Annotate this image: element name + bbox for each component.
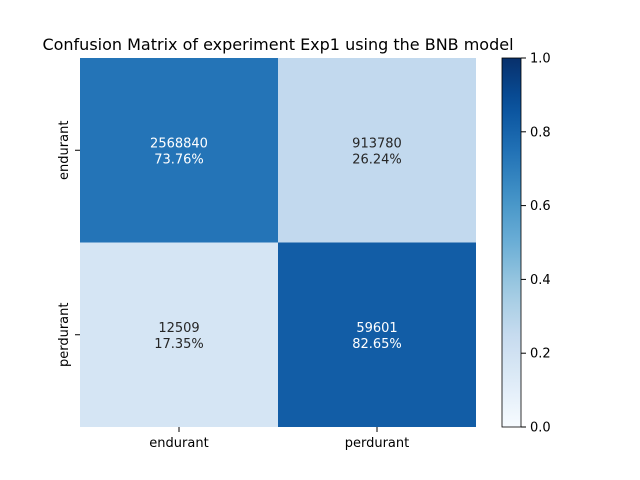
y-axis: endurant perdurant xyxy=(57,121,80,367)
cell-count-label-0-1: 913780 xyxy=(352,136,402,151)
cell-percent-label-0-0: 73.76% xyxy=(154,152,204,167)
chart-title: Confusion Matrix of experiment Exp1 usin… xyxy=(42,35,513,54)
y-tick-label-endurant: endurant xyxy=(57,121,72,180)
heatmap-cell-1-0 xyxy=(80,242,278,427)
heatmap-cells xyxy=(80,58,476,427)
x-tick-label-endurant: endurant xyxy=(149,436,208,451)
cell-percent-label-0-1: 26.24% xyxy=(352,152,402,167)
heatmap-cell-0-0 xyxy=(80,58,278,243)
colorbar-tick-label: 0.2 xyxy=(530,347,551,362)
x-axis: endurant perdurant xyxy=(149,427,409,451)
cell-percent-label-1-0: 17.35% xyxy=(154,337,204,352)
cell-count-label-1-1: 59601 xyxy=(356,321,397,336)
colorbar-tick-label: 0.0 xyxy=(530,421,551,436)
colorbar: 0.0 0.2 0.4 0.6 0.8 1.0 xyxy=(501,52,551,436)
y-tick-label-perdurant: perdurant xyxy=(57,302,72,367)
colorbar-gradient xyxy=(502,58,521,427)
colorbar-tick-label: 1.0 xyxy=(530,52,551,67)
colorbar-outline xyxy=(501,57,522,428)
colorbar-tick-label: 0.8 xyxy=(530,125,551,140)
cell-percent-label-1-1: 82.65% xyxy=(352,337,402,352)
x-tick-label-perdurant: perdurant xyxy=(345,436,410,451)
cell-count-label-1-0: 12509 xyxy=(158,321,199,336)
heatmap-cell-0-1 xyxy=(278,58,476,243)
heatmap-cell-1-1 xyxy=(278,242,476,427)
colorbar-tick-label: 0.4 xyxy=(530,273,551,288)
colorbar-tick-label: 0.6 xyxy=(530,199,551,214)
cell-count-label-0-0: 2568840 xyxy=(150,136,208,151)
